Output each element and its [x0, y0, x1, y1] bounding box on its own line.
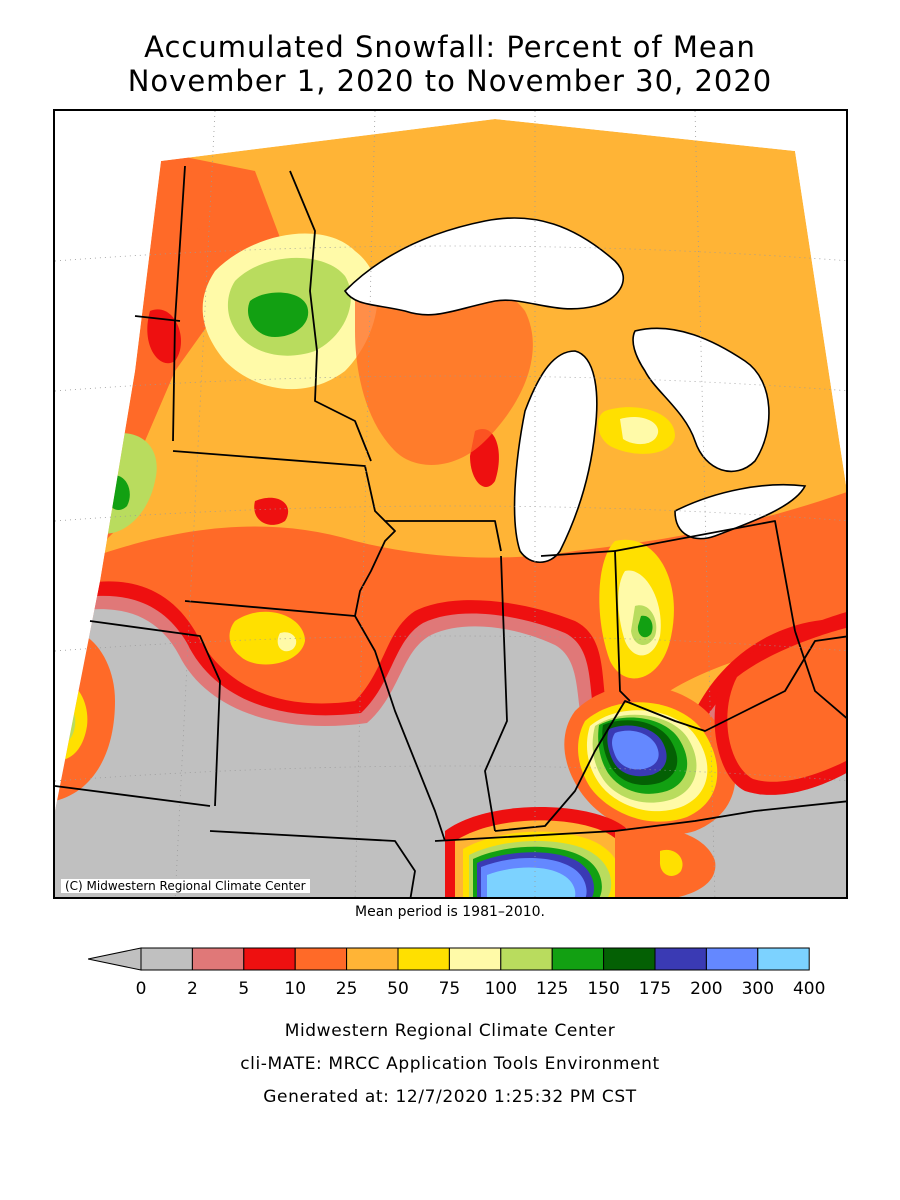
map-canvas — [55, 111, 846, 897]
legend-tick-400: 400 — [793, 979, 825, 999]
contour-west-10 — [147, 309, 181, 364]
border-il-in — [484, 555, 508, 832]
border-nd-sd — [134, 315, 181, 322]
legend-tick-10: 10 — [284, 979, 306, 999]
border-mn-wi — [289, 170, 372, 462]
border-oh-wv — [794, 630, 846, 719]
legend-tick-150: 150 — [587, 979, 619, 999]
contour-iowa-75 — [277, 632, 297, 652]
contour-michigan-75 — [620, 416, 659, 445]
footer-generated-time: Generated at: 12/7/2020 1:25:32 PM CST — [263, 1087, 637, 1107]
contour-ky-east-50 — [659, 849, 683, 876]
border-ne-ks-mo — [89, 620, 221, 807]
legend-swatch-200-300 — [705, 947, 759, 971]
contour-indiana-125 — [637, 615, 653, 638]
legend-arrow-below-zero — [88, 947, 142, 971]
border-mo-ar — [209, 830, 416, 897]
legend-swatches — [88, 947, 810, 971]
border-mi-oh — [614, 520, 796, 632]
lake-huron — [632, 327, 770, 473]
state-boundaries — [55, 165, 846, 897]
legend-swatch-10-25 — [294, 947, 348, 971]
legend-tick-175: 175 — [639, 979, 671, 999]
map-date-range: November 1, 2020 to November 30, 2020 — [127, 64, 773, 98]
border-mn-ia-wi — [172, 450, 502, 552]
legend-tick-100: 100 — [485, 979, 517, 999]
legend-swatch-50-75 — [397, 947, 450, 971]
copyright-notice: (C) Midwestern Regional Climate Center — [61, 879, 310, 893]
graticule — [55, 111, 846, 897]
legend-swatch-100-125 — [500, 947, 553, 971]
legend-tick-labels: 0 2 5 10 25 50 75 100 125 150 175 200 300 400 — [136, 979, 826, 999]
border-ohio-river — [494, 635, 846, 832]
legend-tick-300: 300 — [742, 979, 774, 999]
legend-swatch-25-50 — [346, 947, 399, 971]
legend-swatch-300-400 — [757, 947, 810, 971]
legend-tick-125: 125 — [536, 979, 568, 999]
contour-ky-200 — [612, 730, 659, 770]
legend-swatch-150-175 — [603, 947, 656, 971]
contour-iowa-10 — [254, 497, 289, 525]
outside-domain — [55, 111, 846, 811]
legend-tick-5: 5 — [238, 979, 249, 999]
legend-tick-50: 50 — [387, 979, 409, 999]
color-legend: 0 2 5 10 25 50 75 100 125 150 175 200 300 400 — [88, 947, 826, 999]
snowfall-map: (C) Midwestern Regional Climate Center — [53, 109, 848, 899]
legend-swatch-2-5 — [191, 947, 245, 971]
mean-period-note: Mean period is 1981–2010. — [355, 904, 545, 920]
border-mo-il — [354, 615, 446, 842]
footer-tool-name: cli-MATE: MRCC Application Tools Environ… — [240, 1054, 660, 1074]
legend-tick-0: 0 — [136, 979, 147, 999]
map-title: Accumulated Snowfall: Percent of Mean — [144, 30, 756, 64]
contour-ohio-25 — [727, 627, 846, 782]
contour-wky-300 — [487, 867, 576, 897]
legend-swatch-5-10 — [243, 947, 296, 971]
contour-wisconsin-25 — [355, 271, 533, 465]
contour-northwest-25 — [178, 171, 245, 237]
legend-swatch-0-2 — [140, 947, 193, 971]
legend-tick-2: 2 — [187, 979, 198, 999]
lake-superior — [343, 217, 624, 316]
legend-swatch-175-200 — [654, 947, 707, 971]
legend-tick-25: 25 — [336, 979, 358, 999]
lake-michigan — [513, 350, 598, 564]
legend-swatch-125-150 — [551, 947, 605, 971]
great-lakes — [343, 217, 807, 564]
legend-swatch-75-100 — [448, 947, 502, 971]
border-ks-ok — [55, 785, 211, 807]
border-in-oh — [540, 550, 631, 702]
legend-tick-200: 200 — [690, 979, 722, 999]
border-ky-tn — [434, 800, 846, 842]
contour-mn-125 — [247, 292, 309, 337]
legend-tick-75: 75 — [439, 979, 461, 999]
footer-organization: Midwestern Regional Climate Center — [284, 1021, 616, 1041]
